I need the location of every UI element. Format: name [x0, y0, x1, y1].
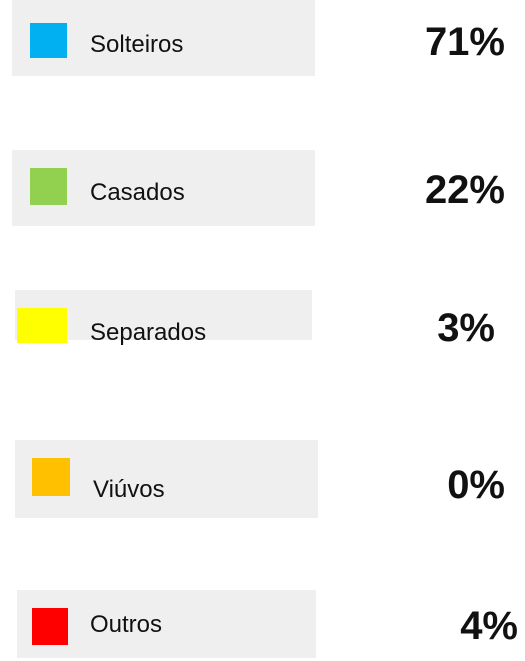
percentage-value: 71% — [424, 20, 505, 64]
percentage-value: 3% — [437, 306, 495, 350]
percentage-value: 22% — [424, 168, 505, 212]
legend-label: Solteiros — [90, 31, 184, 58]
legend-label: Viúvos — [93, 476, 165, 503]
legend-label: Casados — [90, 179, 185, 206]
percentage-value: 0% — [447, 463, 505, 507]
color-swatch — [32, 608, 68, 645]
percentage-value: 4% — [460, 604, 518, 648]
legend-label: Separados — [90, 319, 207, 346]
color-swatch — [17, 308, 67, 343]
color-swatch — [32, 458, 70, 496]
color-swatch — [30, 168, 67, 205]
legend-label: Outros — [90, 611, 163, 638]
color-swatch — [30, 23, 67, 58]
